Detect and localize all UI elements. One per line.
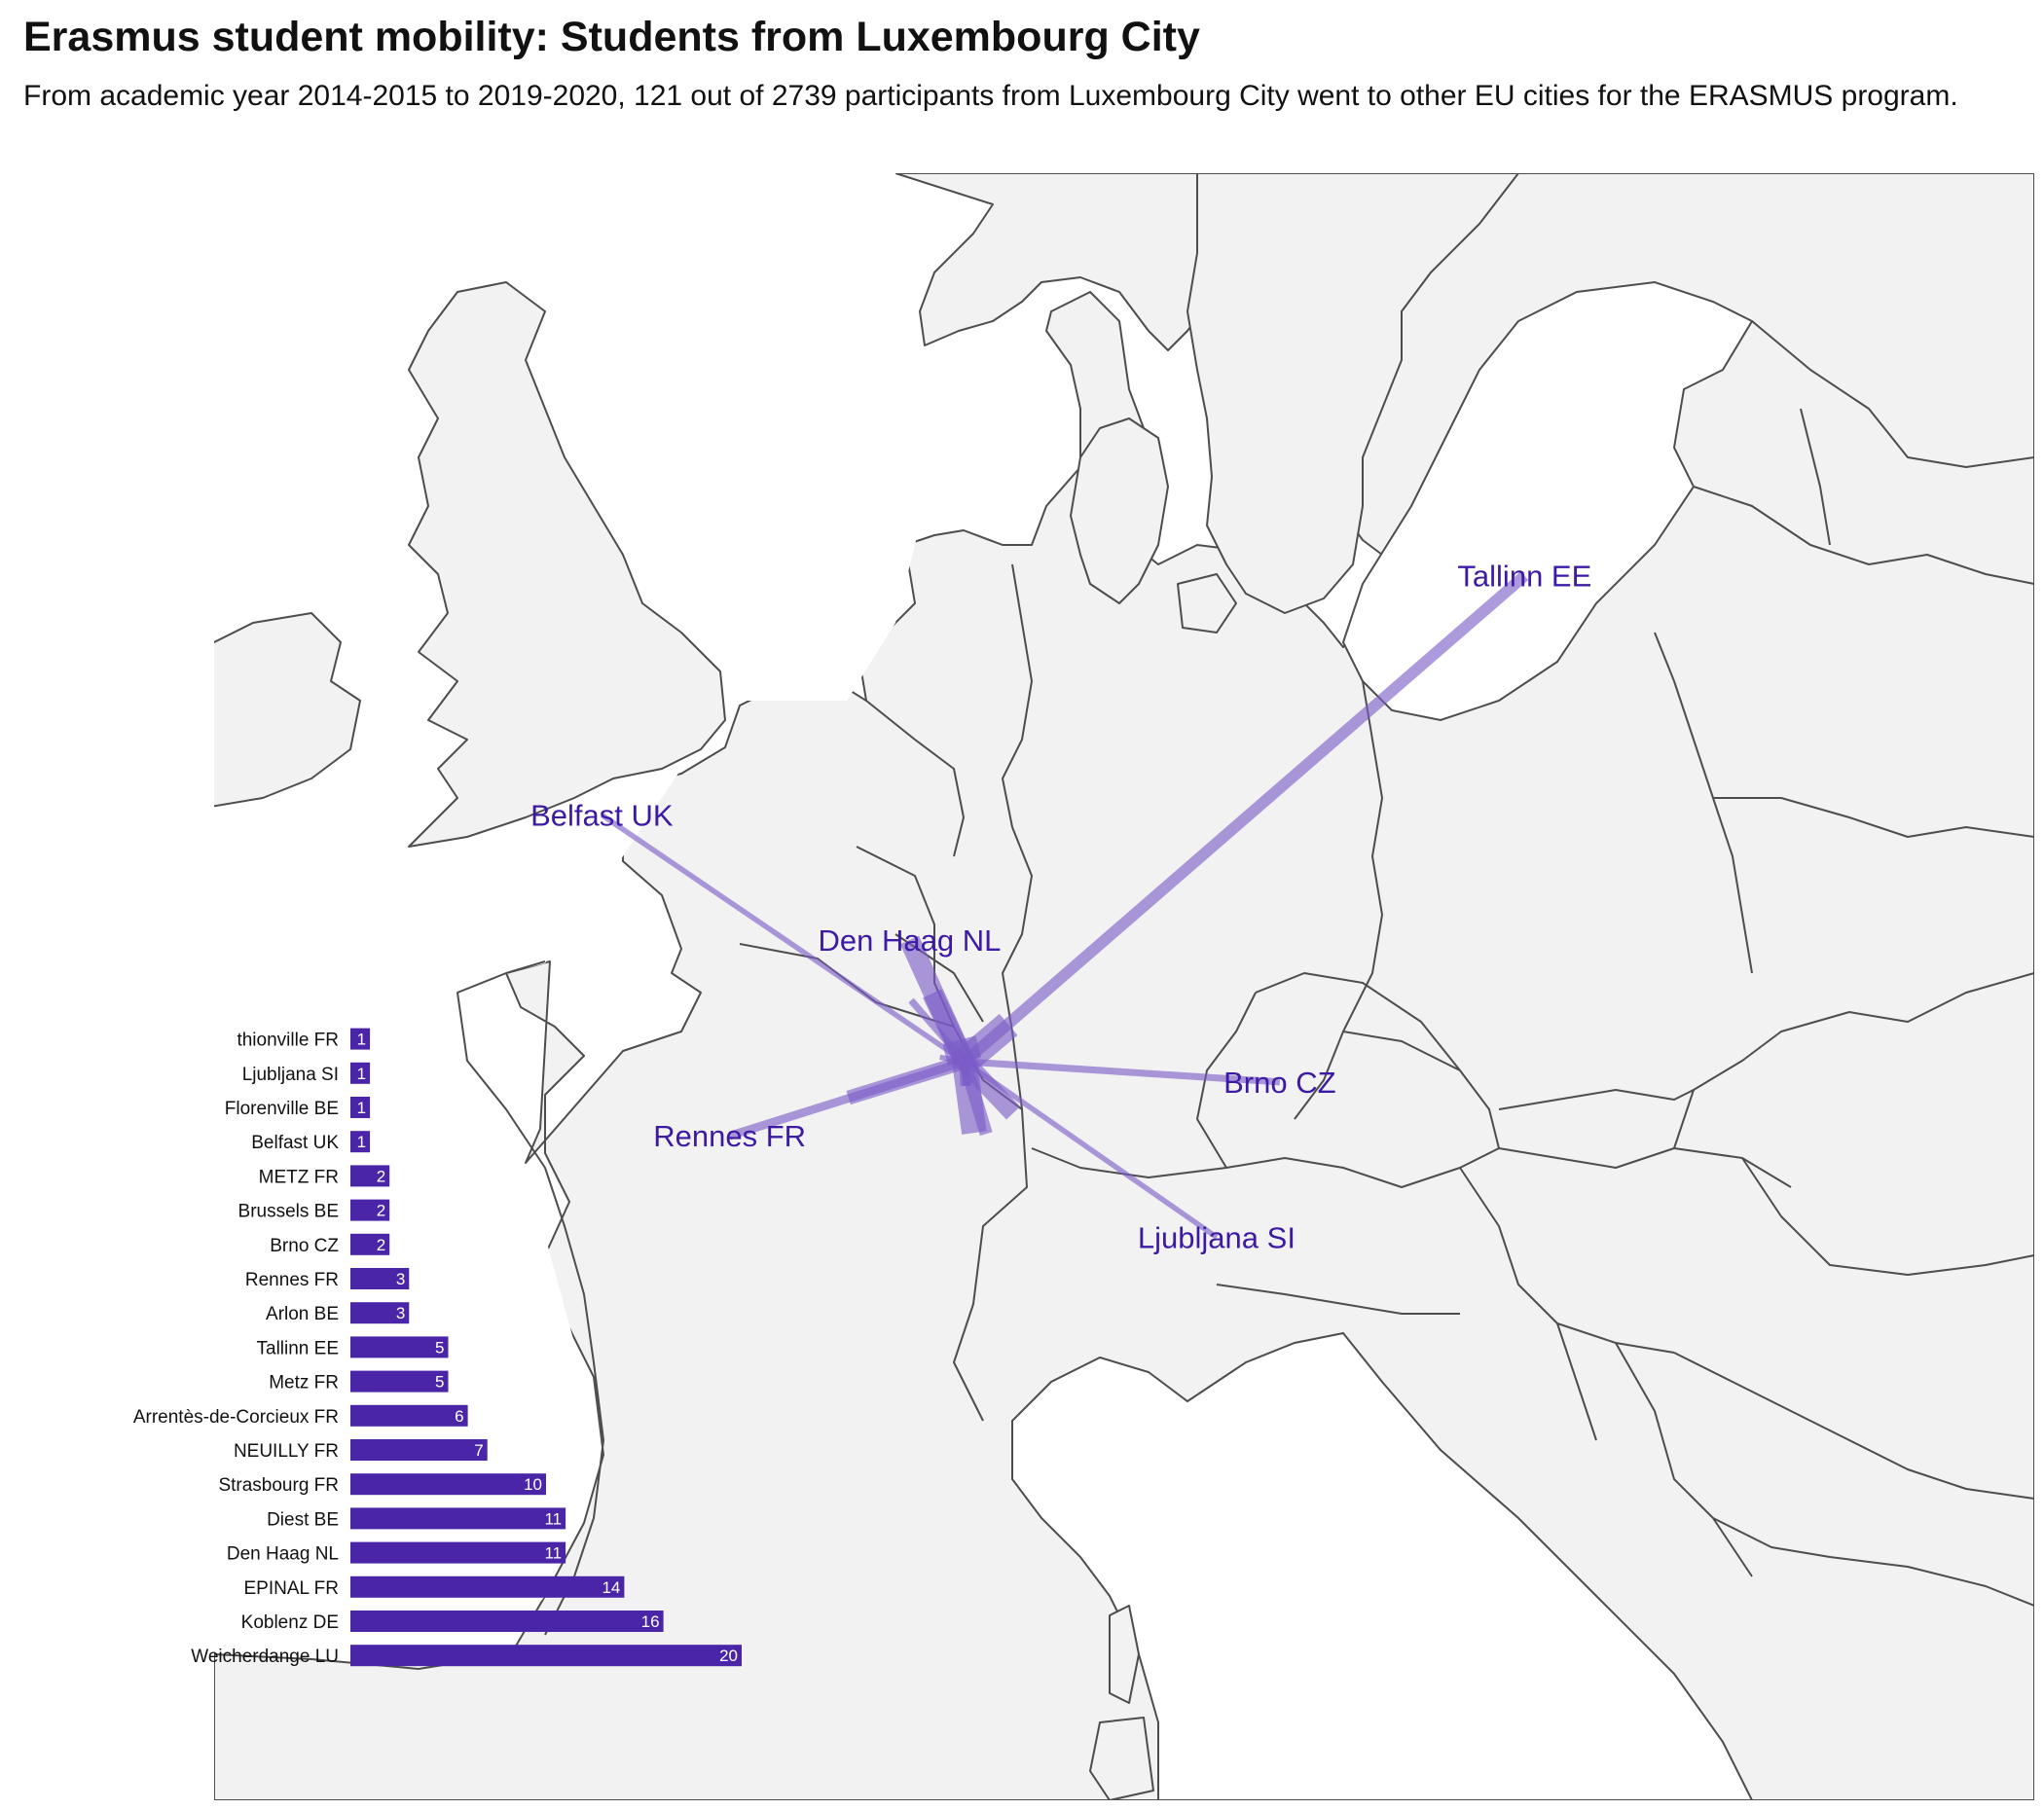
- flow-line-tallinn-ee: [961, 571, 1529, 1067]
- bar-koblenz-de: [350, 1611, 664, 1632]
- city-label-tallinn-ee: Tallinn EE: [1457, 560, 1591, 594]
- bar-label-thionville-fr: thionville FR: [237, 1031, 339, 1051]
- bar-value-metz-fr: 5: [435, 1373, 444, 1392]
- zealand: [1177, 573, 1237, 634]
- flow-line-neuilly-fr: [846, 1054, 967, 1105]
- bar-belfast-uk: [350, 1131, 371, 1153]
- city-label-brno-cz: Brno CZ: [1223, 1066, 1335, 1100]
- bar-value-weicherdange-lu: 20: [719, 1647, 738, 1665]
- bar-label-belfast-uk: Belfast UK: [251, 1133, 339, 1153]
- flow-line-belfast-uk: [600, 813, 967, 1065]
- bar-label-neuilly-fr: NEUILLY FR: [234, 1441, 339, 1462]
- bar-tallinn-ee: [350, 1336, 449, 1358]
- country-borders: [739, 320, 2034, 1607]
- bar-label-strasbourg-fr: Strasbourg FR: [218, 1475, 339, 1496]
- baltic-sea: [1341, 280, 1754, 722]
- flow-line-ljubljana-si: [963, 1059, 1219, 1240]
- city-label-rennes-fr: Rennes FR: [653, 1119, 806, 1153]
- bar-value-koblenz-de: 16: [641, 1612, 660, 1631]
- bar-metz-fr: [350, 1370, 449, 1393]
- land-layer: [214, 173, 2034, 1800]
- bar-value-tallinn-ee: 5: [435, 1338, 444, 1357]
- city-label-belfast-uk: Belfast UK: [530, 799, 674, 833]
- bar-value-florenville-be: 1: [357, 1099, 366, 1117]
- bar-value-neuilly-fr: 7: [474, 1441, 483, 1460]
- bar-value-diest-be: 11: [544, 1509, 562, 1528]
- sardinia: [1089, 1717, 1154, 1800]
- bar-label-arlon-be: Arlon BE: [266, 1304, 339, 1324]
- bar-brno-cz: [350, 1233, 390, 1255]
- france-coast: [456, 960, 604, 1636]
- bar-label-brussels-be: Brussels BE: [238, 1202, 339, 1222]
- bar-label-diest-be: Diest BE: [267, 1509, 339, 1530]
- city-label-ljubljana-si: Ljubljana SI: [1138, 1220, 1296, 1254]
- bar-label-brno-cz: Brno CZ: [270, 1236, 339, 1256]
- flow-line-brno-cz: [964, 1058, 1281, 1086]
- corsica: [1109, 1605, 1140, 1704]
- great-britain: [408, 281, 726, 848]
- flow-line-brussels-be: [908, 997, 967, 1065]
- bar-value-arrentes-de-corcieux-fr: 6: [455, 1407, 463, 1426]
- bar-value-epinal-fr: 14: [602, 1578, 620, 1597]
- bar-value-metz-fr: 2: [377, 1167, 385, 1185]
- bar-value-arlon-be: 3: [396, 1304, 405, 1322]
- bar-epinal-fr: [350, 1575, 625, 1598]
- bar-label-rennes-fr: Rennes FR: [245, 1270, 339, 1290]
- bar-value-brussels-be: 2: [377, 1202, 385, 1220]
- bar-value-rennes-fr: 3: [396, 1270, 405, 1288]
- bar-label-metz-fr: Metz FR: [269, 1373, 339, 1394]
- bar-value-den-haag-nl: 11: [544, 1544, 562, 1563]
- flow-line-florenville-be: [939, 1054, 966, 1065]
- bar-chart: thionville FR 1 Ljubljana SI 1 Florenville B…: [133, 1028, 742, 1667]
- city-label-den-haag-nl: Den Haag NL: [819, 923, 1002, 958]
- chart-subtitle: From academic year 2014-2015 to 2019-202…: [23, 80, 1958, 112]
- bar-thionville-fr: [350, 1028, 371, 1050]
- bar-ljubljana-si: [350, 1062, 371, 1084]
- bar-den-haag-nl: [350, 1541, 566, 1564]
- bar-label-tallinn-ee: Tallinn EE: [257, 1338, 340, 1358]
- bar-label-den-haag-nl: Den Haag NL: [227, 1544, 339, 1565]
- flow-line-thionville-fr: [962, 1061, 968, 1074]
- bar-value-strasbourg-fr: 10: [524, 1475, 542, 1494]
- chart-title: Erasmus student mobility: Students from …: [23, 14, 1200, 60]
- bar-value-thionville-fr: 1: [357, 1031, 366, 1049]
- bar-value-brno-cz: 2: [377, 1236, 385, 1254]
- bar-rennes-fr: [350, 1268, 410, 1289]
- adriatic-sea: [1011, 1331, 1754, 1800]
- scandinavia: [1186, 173, 1519, 614]
- flow-lines: [600, 571, 1529, 1240]
- ireland: [214, 612, 361, 808]
- bar-strasbourg-fr: [350, 1473, 546, 1496]
- bar-label-koblenz-de: Koblenz DE: [241, 1612, 339, 1633]
- bar-label-metz-fr: METZ FR: [259, 1167, 339, 1187]
- bar-label-weicherdange-lu: Weicherdange LU: [191, 1647, 339, 1667]
- denmark: [1070, 417, 1169, 604]
- bar-metz-fr: [350, 1165, 390, 1187]
- bar-label-florenville-be: Florenville BE: [225, 1099, 339, 1119]
- bar-label-arrentes-de-corcieux-fr: Arrentès-de-Corcieux FR: [133, 1407, 339, 1428]
- bar-neuilly-fr: [350, 1439, 488, 1461]
- bar-florenville-be: [350, 1097, 371, 1118]
- bar-arlon-be: [350, 1302, 410, 1324]
- bar-brussels-be: [350, 1199, 390, 1221]
- bar-diest-be: [350, 1507, 566, 1530]
- bar-arrentes-de-corcieux-fr: [350, 1404, 468, 1427]
- bar-value-belfast-uk: 1: [357, 1133, 366, 1151]
- bar-weicherdange-lu: [350, 1645, 742, 1667]
- city-labels: Tallinn EE Belfast UK Den Haag NL Rennes FR…: [530, 560, 1591, 1255]
- bar-label-epinal-fr: EPINAL FR: [244, 1578, 340, 1599]
- bar-value-ljubljana-si: 1: [357, 1065, 366, 1083]
- bar-label-ljubljana-si: Ljubljana SI: [242, 1065, 339, 1085]
